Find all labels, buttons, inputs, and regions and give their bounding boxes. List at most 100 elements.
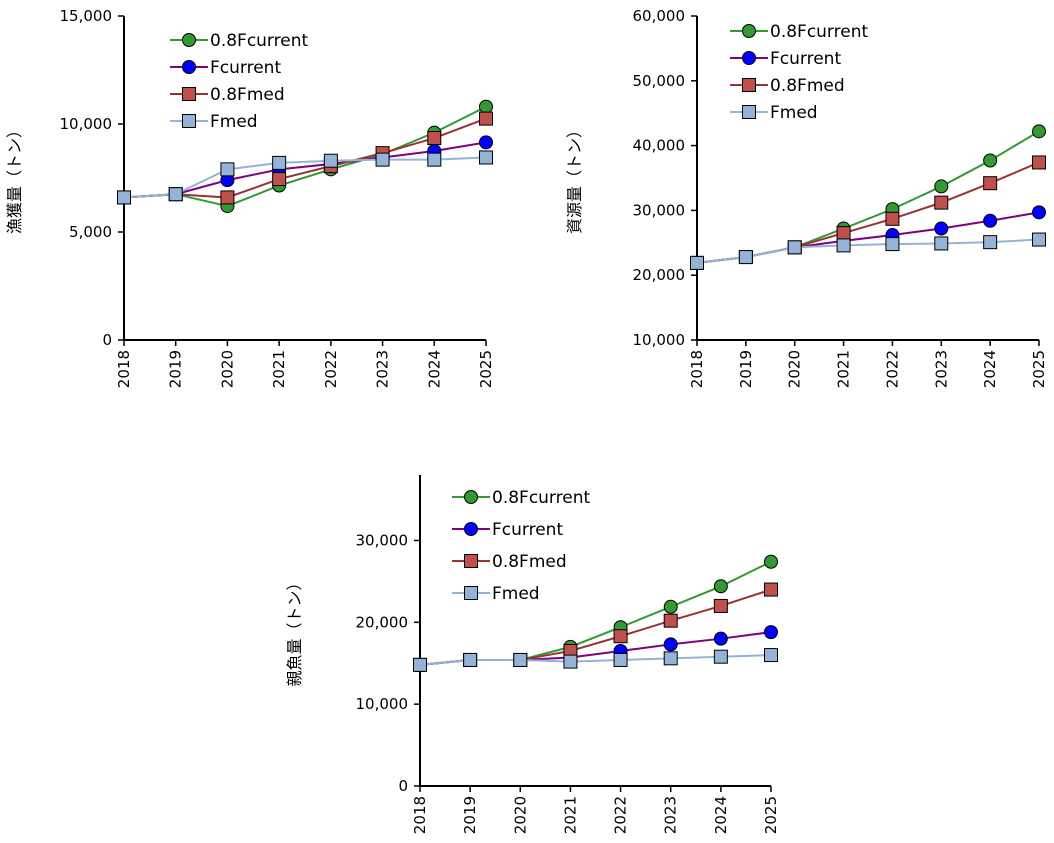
- data-point-Fmed: [272, 155, 287, 170]
- data-point-0.8Fcurrent: [764, 554, 778, 569]
- chart-ssb: 0 10,000 20,000 30,000 2018 2019 2020 2021 2022 2…: [285, 475, 780, 834]
- x-tick-label: 2021: [270, 350, 288, 388]
- x-tick-label: 2020: [786, 350, 804, 388]
- y-tick-label: 50,000: [633, 72, 686, 90]
- legend-marker: [464, 554, 478, 568]
- x-tick-label: 2019: [737, 350, 755, 388]
- data-point-Fmed: [513, 652, 528, 667]
- x-tick-label: 2022: [883, 350, 901, 388]
- legend-label: Fmed: [210, 112, 258, 132]
- data-point-0.8Fcurrent: [934, 179, 949, 194]
- data-point-Fmed: [663, 651, 678, 666]
- x-tick-label: 2019: [461, 796, 479, 834]
- series-line-0.8Fcurrent: [419, 560, 772, 666]
- y-tick-label: 10,000: [356, 695, 409, 713]
- y-axis-label: 親魚量（トン）: [285, 574, 304, 686]
- x-tick-label: 2019: [167, 350, 185, 388]
- legend-marker: [182, 60, 196, 74]
- legend-label: 0.8Fmed: [770, 76, 845, 96]
- x-tick-label: 2025: [1030, 350, 1048, 388]
- data-point-Fmed: [427, 152, 442, 167]
- y-tick-label: 40,000: [633, 137, 686, 155]
- data-point-Fmed: [479, 150, 493, 165]
- x-tick-label: 2023: [932, 350, 950, 388]
- x-tick-label: 2023: [374, 350, 392, 388]
- legend-label: 0.8Fcurrent: [770, 22, 868, 42]
- data-point-0.8Fmed: [663, 613, 678, 628]
- y-tick-label: 30,000: [356, 531, 409, 549]
- x-tick-label: 2018: [411, 796, 429, 834]
- data-point-Fmed: [220, 162, 235, 177]
- x-tick-label: 2021: [561, 796, 579, 834]
- y-tick-label: 10,000: [633, 331, 686, 349]
- legend-marker: [182, 33, 196, 47]
- data-point-0.8Fcurrent: [479, 99, 493, 114]
- legend-label: Fcurrent: [770, 49, 841, 69]
- x-tick-label: 2020: [218, 350, 236, 388]
- data-point-0.8Fmed: [272, 172, 287, 187]
- data-point-Fmed: [613, 652, 628, 667]
- x-tick-label: 2022: [612, 796, 630, 834]
- y-tick-label: 10,000: [60, 115, 113, 133]
- data-point-Fmed: [836, 238, 851, 253]
- data-point-0.8Fcurrent: [1032, 124, 1046, 139]
- data-point-Fcurrent: [764, 625, 778, 640]
- y-axis-label: 漁獲量（トン）: [5, 122, 24, 234]
- legend-label: Fcurrent: [492, 520, 563, 540]
- legend-marker: [182, 87, 196, 101]
- data-point-Fmed: [1032, 232, 1046, 247]
- data-point-Fmed: [117, 190, 131, 205]
- legend-label: Fmed: [770, 103, 818, 123]
- legend-label: Fcurrent: [210, 58, 281, 78]
- data-point-0.8Fmed: [479, 111, 493, 126]
- data-point-0.8Fcurrent: [983, 153, 998, 168]
- series-line-0.8Fmed: [123, 117, 487, 199]
- data-point-Fcurrent: [713, 631, 728, 646]
- data-point-Fmed: [983, 235, 998, 250]
- x-tick-label: 2024: [981, 350, 999, 388]
- y-tick-label: 20,000: [633, 266, 686, 284]
- y-tick-label: 60,000: [633, 7, 686, 25]
- x-tick-label: 2021: [835, 350, 853, 388]
- data-point-0.8Fmed: [934, 195, 949, 210]
- legend-marker: [742, 105, 756, 119]
- data-point-0.8Fcurrent: [663, 599, 678, 614]
- chart-biomass: 10,000 20,000 30,000 40,000 50,000 60,000 2018…: [565, 7, 1048, 388]
- x-tick-label: 2022: [322, 350, 340, 388]
- x-tick-label: 2024: [712, 796, 730, 834]
- series-line-0.8Fcurrent: [123, 105, 487, 208]
- series-line-Fmed: [123, 156, 487, 199]
- legend-marker: [742, 51, 756, 65]
- legend-label: 0.8Fmed: [492, 552, 567, 572]
- data-point-Fmed: [690, 255, 704, 270]
- data-point-Fmed: [413, 657, 427, 672]
- x-tick-label: 2025: [477, 350, 495, 388]
- data-point-0.8Fmed: [836, 226, 851, 241]
- data-point-0.8Fmed: [427, 131, 442, 146]
- data-point-Fmed: [168, 187, 183, 202]
- y-tick-label: 5,000: [69, 223, 112, 241]
- legend-label: Fmed: [492, 584, 540, 604]
- data-point-Fmed: [885, 237, 900, 252]
- data-point-Fmed: [323, 153, 338, 168]
- legend-marker: [464, 490, 478, 504]
- data-point-Fmed: [463, 652, 478, 667]
- y-tick-label: 0: [102, 331, 112, 349]
- y-axis-label: 資源量（トン）: [565, 122, 584, 234]
- legend-marker: [182, 114, 196, 128]
- x-tick-label: 2018: [688, 350, 706, 388]
- data-point-Fmed: [563, 654, 578, 669]
- x-tick-label: 2024: [425, 350, 443, 388]
- series-line-Fcurrent: [123, 141, 487, 199]
- data-point-0.8Fmed: [713, 598, 728, 613]
- data-point-0.8Fmed: [220, 190, 235, 205]
- data-point-Fmed: [738, 250, 753, 265]
- legend-marker: [742, 24, 756, 38]
- legend-marker: [742, 78, 756, 92]
- x-tick-label: 2023: [662, 796, 680, 834]
- legend-marker: [464, 586, 478, 600]
- data-point-0.8Fmed: [613, 629, 628, 644]
- x-tick-label: 2020: [511, 796, 529, 834]
- y-tick-label: 30,000: [633, 201, 686, 219]
- data-point-Fcurrent: [663, 637, 678, 652]
